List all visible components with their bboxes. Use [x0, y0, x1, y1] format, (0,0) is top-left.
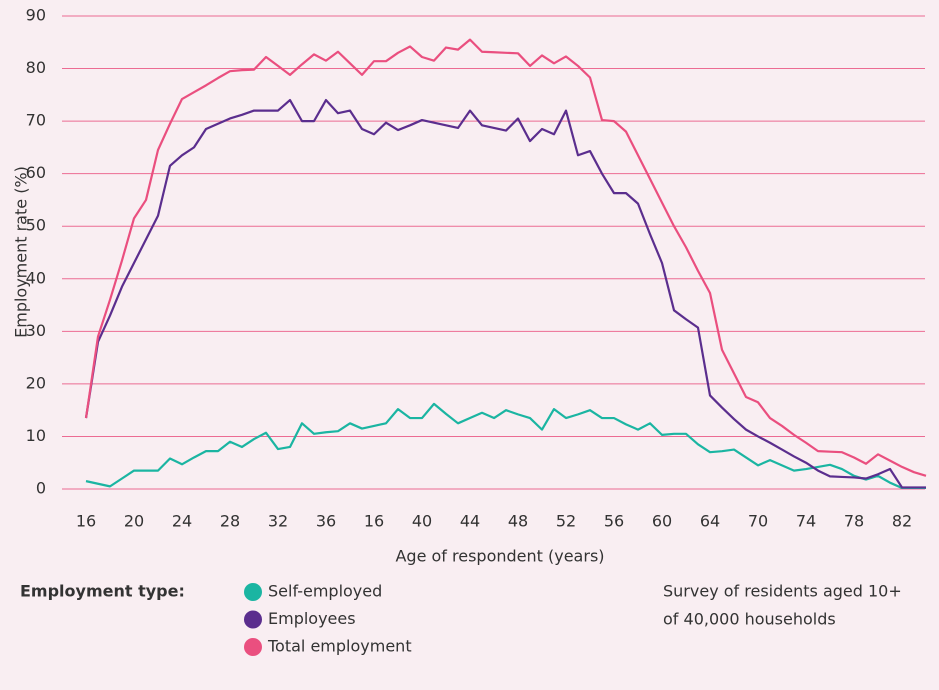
x-tick-label: 16: [76, 512, 96, 531]
x-tick-label: 32: [268, 512, 288, 531]
legend-swatch: [244, 610, 262, 629]
y-tick-label: 40: [26, 268, 46, 287]
y-tick-label: 70: [26, 111, 46, 130]
legend-label: Self-employed: [268, 582, 382, 601]
x-tick-label: 24: [172, 512, 192, 531]
y-tick-label: 50: [26, 216, 46, 235]
legend-label: Employees: [268, 609, 356, 628]
y-tick-label: 80: [26, 58, 46, 77]
x-axis-label: Age of respondent (years): [395, 547, 604, 566]
note-line: Survey of residents aged 10+: [663, 582, 902, 601]
legend-title: Employment type:: [20, 582, 185, 601]
y-tick-label: 90: [26, 6, 46, 25]
x-tick-label: 52: [556, 512, 576, 531]
x-tick-label: 40: [412, 512, 432, 531]
y-tick-label: 60: [26, 163, 46, 182]
x-tick-label: 16: [364, 512, 384, 531]
series-line: [85, 402, 926, 490]
x-tick-label: 44: [460, 512, 480, 531]
legend-label: Total employment: [267, 637, 412, 656]
y-tick-label: 0: [36, 479, 46, 498]
x-tick-label: 60: [652, 512, 672, 531]
legend-swatch: [244, 638, 262, 656]
x-tick-label: 64: [700, 512, 720, 531]
x-tick-label: 28: [220, 512, 240, 531]
series-line: [84, 98, 926, 489]
legend-swatch: [244, 583, 262, 601]
y-tick-label: 10: [26, 426, 46, 445]
y-axis-label: Employment rate (%): [12, 166, 31, 338]
x-tick-label: 78: [844, 512, 864, 531]
x-tick-label: 74: [796, 512, 816, 531]
series-line: [84, 38, 927, 477]
y-tick-label: 30: [26, 321, 46, 340]
x-tick-label: 20: [124, 512, 144, 531]
x-tick-label: 48: [508, 512, 528, 531]
x-tick-label: 70: [748, 512, 768, 531]
y-tick-label: 20: [26, 373, 46, 392]
x-tick-label: 36: [316, 512, 336, 531]
x-tick-label: 82: [892, 512, 912, 531]
note-line: of 40,000 households: [663, 610, 836, 629]
x-tick-label: 56: [604, 512, 624, 531]
